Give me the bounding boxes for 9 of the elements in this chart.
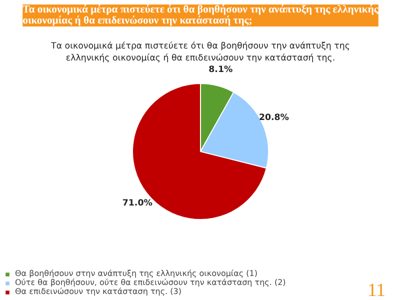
data-label: 71.0% — [122, 198, 153, 208]
text: 11 — [368, 280, 386, 300]
chart-title: Τα οικονομικά μέτρα πιστεύετε ότι θα βοηθήσουν την ανάπτυξη της ελληνικής οικονομίας ή θα επιδεινώσουν την κατάστασή της; — [22, 4, 379, 26]
legend-label: Θα βοηθήσουν στην ανάπτυξη της ελληνικής οικονομίας (1) — [15, 269, 258, 278]
data-label: 20.8% — [258, 113, 290, 124]
legend-label: Θα επιδεινώσουν την κατάσταση της. (3) — [15, 287, 182, 296]
legend-label: Ούτε θα βοηθήσουν, ούτε θα επιδεινώσουν την κατάσταση της. (2) — [15, 278, 286, 287]
data-label: 8.1% — [208, 65, 233, 76]
chart-subtitle: Τα οικονομικά μέτρα πιστεύετε ότι θα βοηθήσουν την ανάπτυξη της ελληνικής οικονομίας ή θα επιδεινώσουν την κατάστασή της. — [50, 41, 350, 64]
